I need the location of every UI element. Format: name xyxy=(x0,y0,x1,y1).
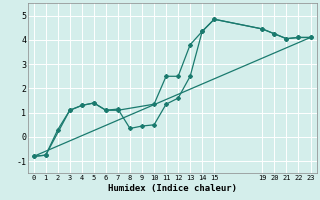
X-axis label: Humidex (Indice chaleur): Humidex (Indice chaleur) xyxy=(108,184,236,193)
